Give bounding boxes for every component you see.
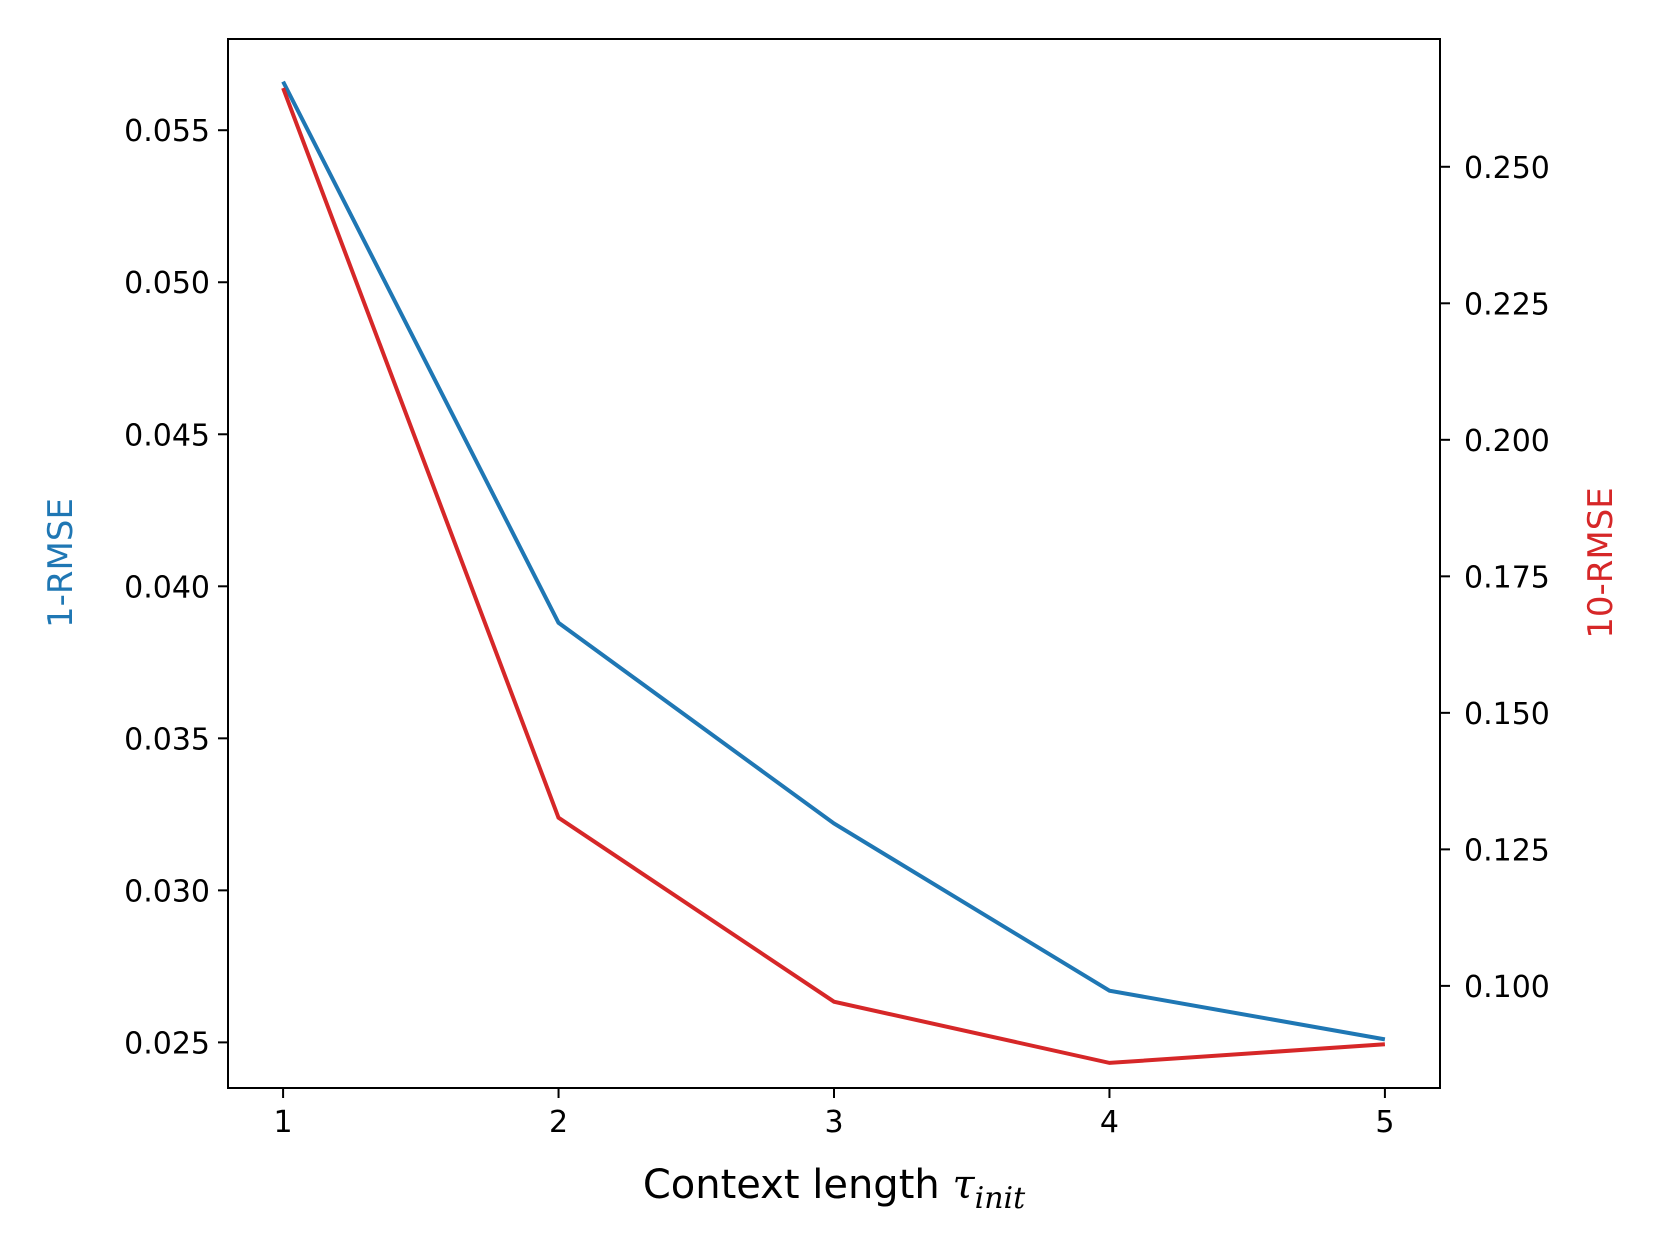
x-axis-label-symbol: τ [952, 1162, 975, 1208]
x-tick-label: 2 [549, 1105, 568, 1140]
y-left-tick-label: 0.030 [124, 874, 210, 909]
y-right-tick-label: 0.225 [1464, 287, 1550, 322]
y-right-tick-label: 0.100 [1464, 970, 1550, 1005]
x-tick-label: 3 [824, 1105, 843, 1140]
x-axis-label: Context length τinit [643, 1162, 1026, 1216]
x-tick-label: 4 [1100, 1105, 1119, 1140]
y-left-tick-label: 0.055 [124, 114, 210, 149]
y-left-tick-label: 0.025 [124, 1026, 210, 1061]
y-right-axis-label: 10-RMSE [1581, 487, 1621, 639]
y-right-tick-label: 0.150 [1464, 697, 1550, 732]
y-right-tick-label: 0.250 [1464, 151, 1550, 186]
y-right-tick-label: 0.175 [1464, 560, 1550, 595]
series-line-1-rmse [281, 80, 1386, 1042]
ticks-layer: 1 2 3 4 5 0.025 0.030 0.035 0.040 0.045 0.050 0.055… [124, 114, 1550, 1140]
y-left-tick-label: 0.045 [124, 418, 210, 453]
x-axis-label-text: Context length [643, 1162, 953, 1208]
y-left-tick-label: 0.040 [124, 570, 210, 605]
y-left-axis-label: 1-RMSE [41, 498, 81, 628]
plot-frame [227, 38, 1441, 1089]
y-right-tick-label: 0.125 [1464, 833, 1550, 868]
series-layer [281, 80, 1386, 1065]
x-axis-label-subscript: init [975, 1181, 1027, 1216]
y-right-tick-label: 0.200 [1464, 424, 1550, 459]
y-left-tick-label: 0.035 [124, 722, 210, 757]
series-line-10-rmse [281, 87, 1386, 1065]
y-left-tick-label: 0.050 [124, 266, 210, 301]
x-tick-label: 5 [1375, 1105, 1394, 1140]
x-tick-label: 1 [274, 1105, 293, 1140]
